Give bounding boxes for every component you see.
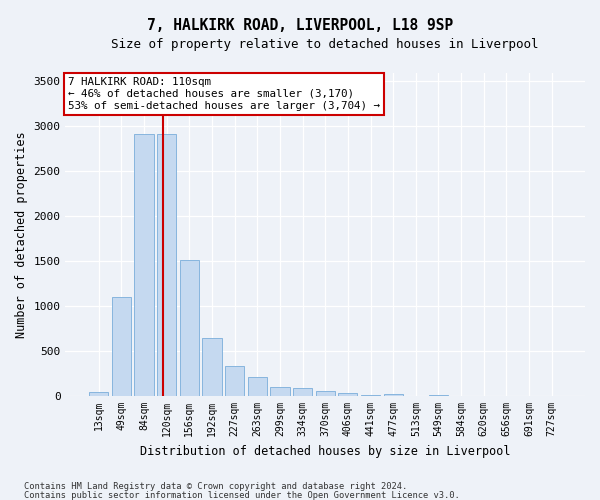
Bar [202, 338, 221, 396]
Bar [179, 260, 199, 396]
Bar [248, 377, 267, 396]
Y-axis label: Number of detached properties: Number of detached properties [15, 131, 28, 338]
Bar [316, 390, 335, 396]
Title: Size of property relative to detached houses in Liverpool: Size of property relative to detached ho… [112, 38, 539, 51]
Bar [134, 134, 154, 396]
Bar [429, 395, 448, 396]
Text: 7 HALKIRK ROAD: 110sqm
← 46% of detached houses are smaller (3,170)
53% of semi-: 7 HALKIRK ROAD: 110sqm ← 46% of detached… [68, 78, 380, 110]
Text: 7, HALKIRK ROAD, LIVERPOOL, L18 9SP: 7, HALKIRK ROAD, LIVERPOOL, L18 9SP [147, 18, 453, 32]
Bar [270, 387, 290, 396]
Bar [89, 392, 108, 396]
Bar [338, 393, 358, 396]
Bar [225, 366, 244, 396]
Bar [361, 395, 380, 396]
Bar [112, 297, 131, 396]
Bar [293, 388, 312, 396]
X-axis label: Distribution of detached houses by size in Liverpool: Distribution of detached houses by size … [140, 444, 511, 458]
Text: Contains HM Land Registry data © Crown copyright and database right 2024.: Contains HM Land Registry data © Crown c… [24, 482, 407, 491]
Bar [383, 394, 403, 396]
Text: Contains public sector information licensed under the Open Government Licence v3: Contains public sector information licen… [24, 490, 460, 500]
Bar [157, 134, 176, 396]
